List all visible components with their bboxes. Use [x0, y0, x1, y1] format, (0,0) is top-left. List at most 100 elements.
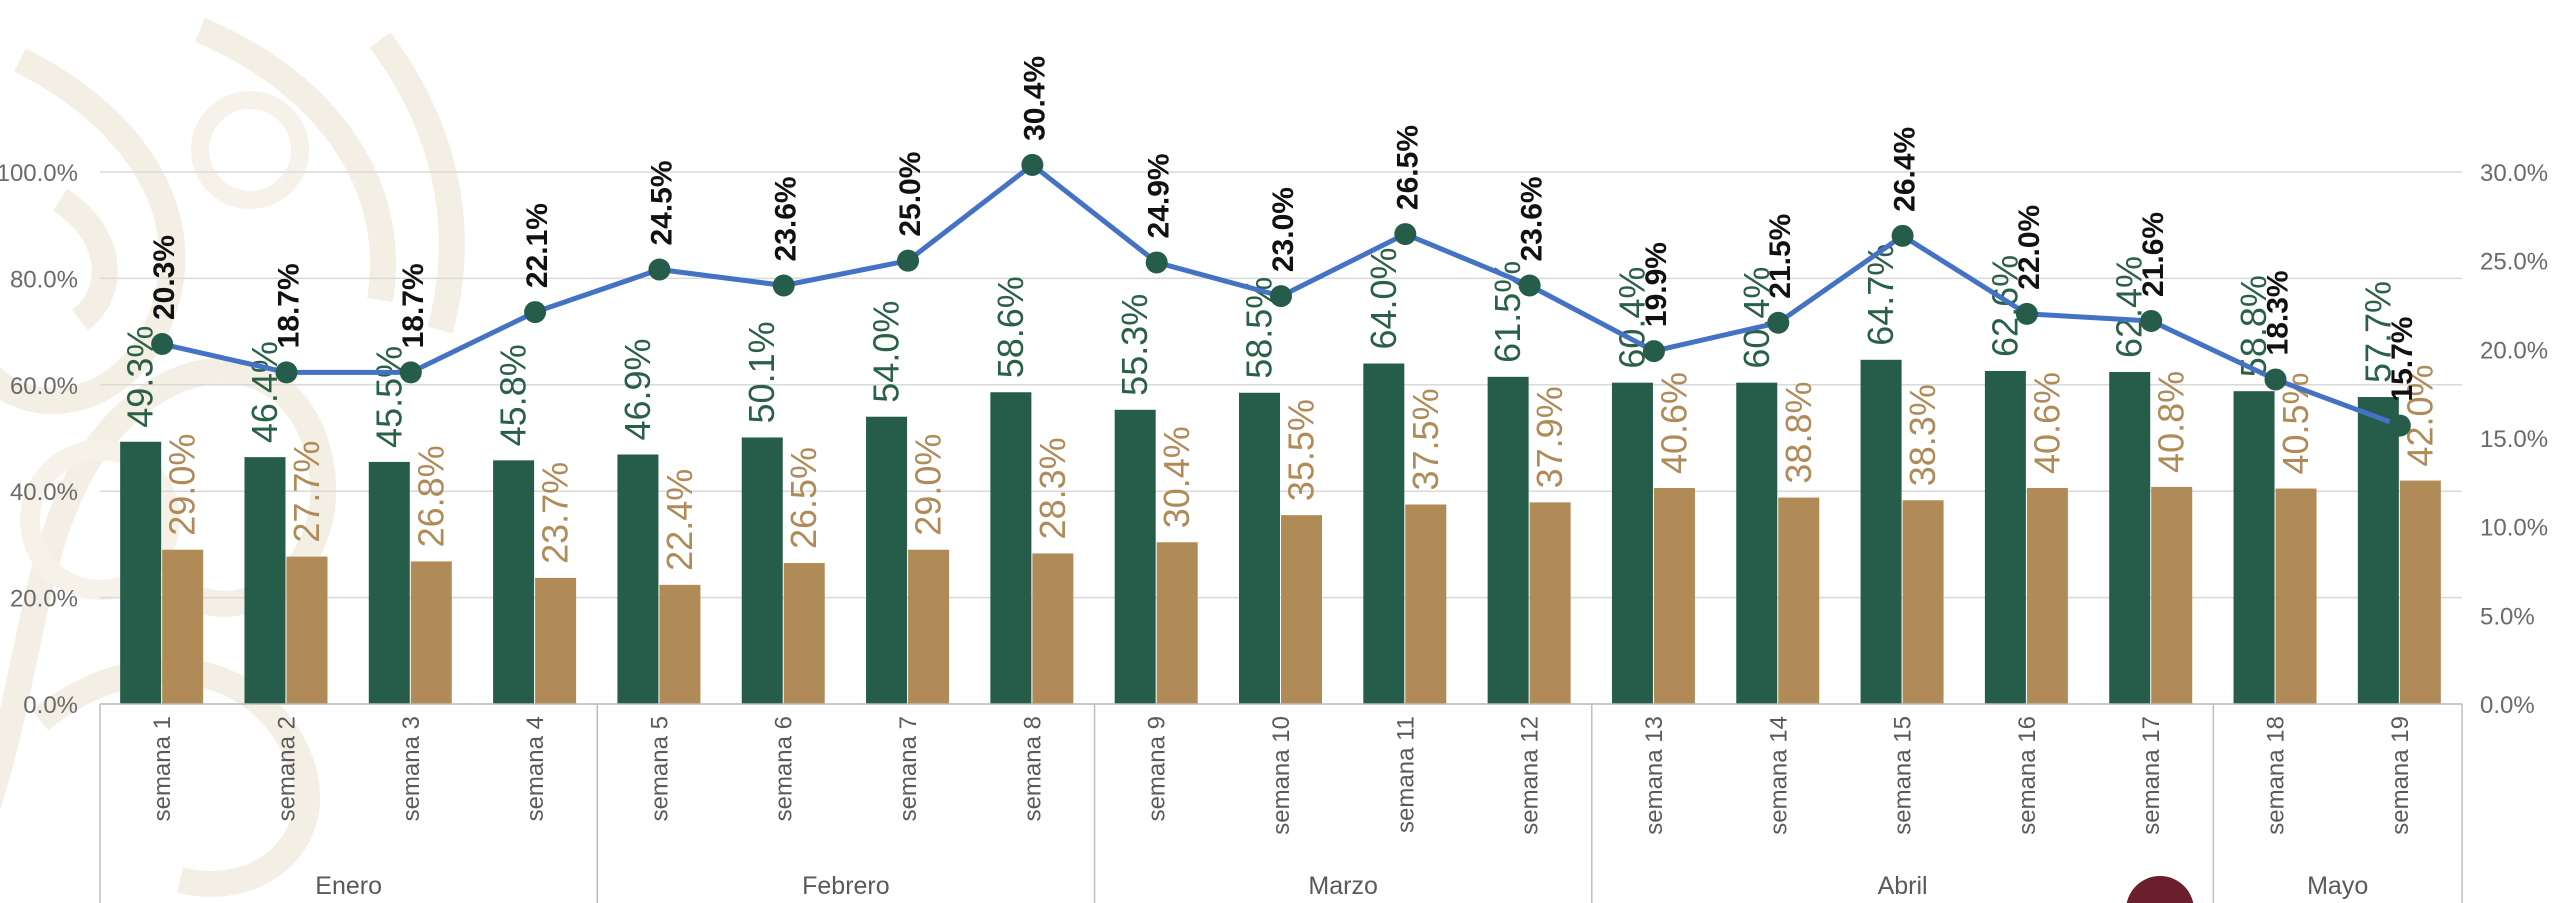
line-point-label: 22.1%: [521, 203, 554, 288]
bar-gold: [535, 577, 577, 704]
bar-green: [120, 441, 162, 704]
bar-gold: [659, 584, 701, 704]
bar-green: [990, 392, 1032, 704]
line-point-label: 18.3%: [2262, 270, 2295, 355]
bar-gold: [908, 549, 950, 704]
bar-gold-label: 28.3%: [1032, 437, 1073, 539]
line-point-label: 20.3%: [148, 235, 181, 320]
x-tick-label: semana 6: [771, 716, 798, 821]
line-point-label: 24.9%: [1143, 153, 1176, 238]
bar-green: [1611, 382, 1653, 704]
line-point-label: 30.4%: [1018, 56, 1051, 141]
y-left-tick-label: 60.0%: [10, 373, 78, 400]
bar-green: [2233, 391, 2275, 704]
bar-green-label: 64.0%: [1363, 247, 1404, 349]
line-point: [2264, 368, 2287, 391]
bar-gold: [162, 549, 204, 704]
bar-gold: [1529, 502, 1571, 704]
bar-gold: [2151, 486, 2193, 704]
line-point: [1270, 285, 1292, 308]
line-point: [1891, 224, 1914, 247]
month-label: Marzo: [1308, 872, 1377, 900]
bar-gold-label: 40.8%: [2151, 371, 2192, 473]
month-label: Febrero: [802, 872, 890, 900]
bar-green-label: 50.1%: [741, 321, 782, 423]
line-point: [2015, 302, 2038, 325]
y-right-tick-label: 15.0%: [2480, 426, 2548, 453]
bar-green-label: 45.5%: [368, 346, 409, 448]
line-point-label: 19.9%: [1640, 242, 1673, 327]
bar-green-label: 62.4%: [2109, 256, 2150, 358]
y-right-tick-label: 5.0%: [2480, 603, 2535, 630]
line-point: [1518, 274, 1541, 297]
bar-green: [493, 460, 535, 704]
line-point: [897, 249, 920, 272]
bar-green: [2109, 372, 2151, 704]
line-point-label: 24.5%: [645, 160, 678, 245]
x-tick-label: semana 4: [522, 716, 549, 821]
bar-gold-label: 22.4%: [659, 469, 700, 571]
bar-gold-label: 40.6%: [1653, 372, 1694, 474]
y-left-tick-label: 100.0%: [0, 160, 78, 187]
y-right-tick-label: 10.0%: [2480, 515, 2548, 542]
bar-gold-label: 27.7%: [286, 441, 327, 543]
line-point: [524, 301, 547, 324]
line-point: [1394, 223, 1417, 246]
line-point-label: 23.6%: [1516, 176, 1549, 261]
bar-gold: [1653, 488, 1695, 704]
bar-gold: [2275, 488, 2317, 704]
x-tick-label: semana 19: [2387, 716, 2414, 835]
bar-gold-label: 35.5%: [1281, 399, 1322, 501]
bar-green-label: 46.4%: [244, 341, 285, 443]
x-tick-label: semana 18: [2263, 716, 2290, 835]
bar-gold-label: 37.5%: [1405, 388, 1446, 490]
bar-green: [866, 416, 908, 704]
bar-gold: [410, 561, 452, 704]
bar-green: [1736, 382, 1778, 704]
x-tick-label: semana 7: [895, 716, 922, 821]
bar-green-label: 58.6%: [990, 276, 1031, 378]
line-point-label: 22.0%: [2013, 205, 2046, 290]
line-point: [399, 361, 422, 384]
bar-green: [1114, 409, 1156, 704]
line-point: [772, 274, 795, 297]
bar-green: [1363, 363, 1405, 704]
line-point-label: 21.6%: [2137, 212, 2170, 297]
line-point: [1145, 251, 1168, 274]
line-point-label: 23.6%: [770, 176, 803, 261]
x-tick-label: semana 3: [398, 716, 425, 821]
line-point-label: 23.0%: [1267, 187, 1300, 272]
bar-green: [244, 457, 286, 704]
x-tick-label: semana 14: [1765, 716, 1792, 835]
bar-green: [741, 437, 783, 704]
bar-gold: [783, 563, 825, 704]
line-point: [1642, 340, 1665, 363]
y-left-tick-label: 0.0%: [23, 692, 78, 719]
month-label: Enero: [315, 872, 382, 900]
bar-gold-label: 29.0%: [908, 434, 949, 536]
bar-gold-label: 38.3%: [1902, 384, 1943, 486]
bar-green: [1984, 370, 2026, 704]
x-tick-label: semana 11: [1392, 716, 1419, 833]
bar-green: [368, 461, 410, 704]
bar-gold: [286, 556, 328, 704]
bar-gold-label: 30.4%: [1156, 426, 1197, 528]
y-right-tick-label: 30.0%: [2480, 160, 2548, 187]
month-label: Abril: [1878, 872, 1928, 900]
bar-gold: [1281, 515, 1322, 704]
bar-green-label: 46.9%: [617, 338, 658, 440]
bar-gold-label: 38.8%: [1778, 382, 1819, 484]
bar-gold: [2026, 488, 2068, 704]
y-left-tick-label: 80.0%: [10, 266, 78, 293]
bar-gold: [2399, 480, 2441, 704]
line-point-label: 18.7%: [397, 263, 430, 348]
bar-gold: [1032, 553, 1074, 704]
x-tick-label: semana 9: [1144, 716, 1171, 821]
bar-gold-label: 37.9%: [1529, 386, 1570, 488]
line-point: [151, 333, 174, 356]
x-tick-label: semana 10: [1268, 716, 1295, 835]
month-label: Mayo: [2307, 872, 2368, 900]
line-point-label: 18.7%: [272, 263, 305, 348]
y-left-tick-label: 40.0%: [10, 479, 78, 506]
